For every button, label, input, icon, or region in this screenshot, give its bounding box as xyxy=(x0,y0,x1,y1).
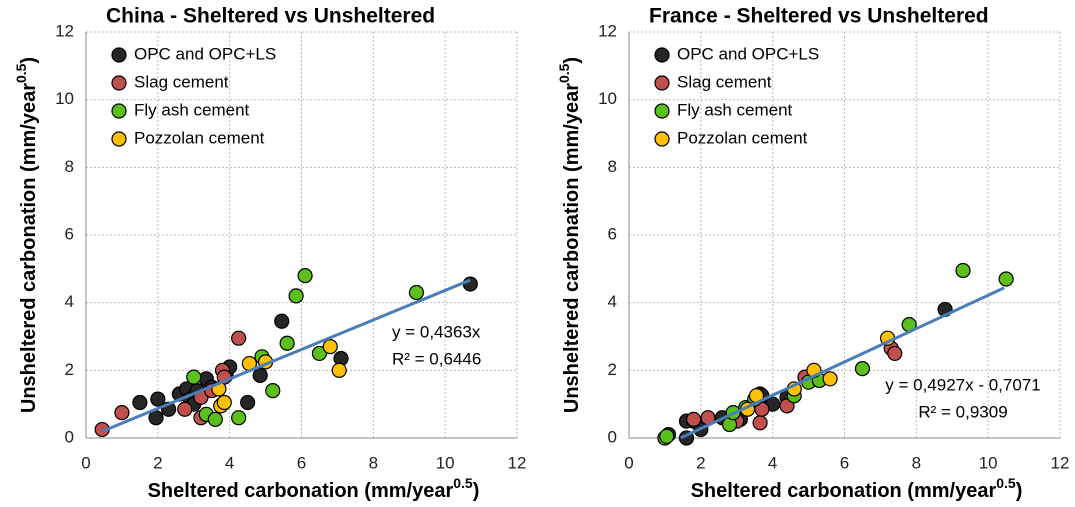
point xyxy=(822,371,838,387)
legend-marker xyxy=(111,47,127,63)
legend-label: Pozzolan cement xyxy=(677,128,808,147)
y-tick-label: 12 xyxy=(55,21,74,40)
point xyxy=(150,391,166,407)
point xyxy=(132,394,148,411)
annotation: R² = 0,6446 xyxy=(392,349,481,368)
legend-label: OPC and OPC+LS xyxy=(677,44,819,63)
y-tick-label: 2 xyxy=(65,360,74,379)
legend-label: Slag cement xyxy=(677,72,772,91)
point xyxy=(854,361,871,377)
point xyxy=(659,428,675,444)
point xyxy=(331,362,347,378)
x-tick-label: 10 xyxy=(436,453,455,472)
point xyxy=(322,339,338,355)
x-axis-title: Sheltered carbonation (mm/year0.5) xyxy=(691,475,1023,503)
x-tick-label: 8 xyxy=(912,453,921,472)
x-tick-label: 8 xyxy=(369,453,378,472)
legend-label: Slag cement xyxy=(134,72,229,91)
y-axis-title-sup: 0.5 xyxy=(556,63,572,83)
legend-label: Pozzolan cement xyxy=(134,128,265,147)
x-tick-label: 4 xyxy=(768,453,777,472)
point xyxy=(207,411,223,427)
y-tick-label: 0 xyxy=(65,427,74,446)
point xyxy=(311,345,328,362)
x-tick-label: 0 xyxy=(624,453,633,472)
legend-marker xyxy=(654,47,670,63)
point xyxy=(231,410,247,426)
point xyxy=(288,288,304,304)
y-tick-label: 6 xyxy=(608,224,617,243)
point xyxy=(686,411,702,427)
legend-marker xyxy=(654,75,670,91)
point xyxy=(887,345,903,362)
x-axis-title-end: ) xyxy=(1016,480,1023,502)
chart-title: China - Sheltered vs Unsheltered xyxy=(106,5,435,28)
y-axis-title-text: Unsheltered carbonation (mm/year xyxy=(561,83,583,413)
x-tick-label: 4 xyxy=(225,453,234,472)
y-axis-title-sup: 0.5 xyxy=(13,63,29,83)
x-tick-label: 12 xyxy=(1051,453,1070,472)
x-tick-label: 6 xyxy=(840,453,849,472)
trendline xyxy=(680,286,1005,440)
y-tick-label: 2 xyxy=(608,360,617,379)
x-axis-title-text: Sheltered carbonation (mm/year xyxy=(691,480,997,502)
x-axis-title-text: Sheltered carbonation (mm/year xyxy=(148,480,454,502)
y-tick-label: 8 xyxy=(608,157,617,176)
y-tick-label: 10 xyxy=(55,89,74,108)
point xyxy=(998,271,1014,287)
legend-marker xyxy=(654,103,670,119)
y-axis-title-end: ) xyxy=(18,57,40,64)
x-tick-label: 10 xyxy=(979,453,998,472)
point xyxy=(279,335,295,351)
point xyxy=(297,268,313,284)
y-tick-label: 4 xyxy=(65,292,74,311)
y-axis-title-end: ) xyxy=(561,57,583,64)
legend-marker xyxy=(111,75,127,91)
y-axis-title-text: Unsheltered carbonation (mm/year xyxy=(18,83,40,413)
trendline xyxy=(101,278,471,433)
point xyxy=(231,330,247,346)
point xyxy=(216,394,232,411)
x-tick-label: 2 xyxy=(153,453,162,472)
point xyxy=(177,401,193,417)
x-axis-title: Sheltered carbonation (mm/year0.5) xyxy=(148,475,480,503)
legend-marker xyxy=(111,103,127,119)
y-tick-label: 10 xyxy=(598,89,617,108)
legend-marker xyxy=(111,131,127,147)
x-tick-label: 6 xyxy=(297,453,306,472)
chart-title: France - Sheltered vs Unsheltered xyxy=(649,5,989,28)
point xyxy=(462,276,478,292)
y-tick-label: 0 xyxy=(608,427,617,446)
point xyxy=(265,383,281,399)
y-tick-label: 8 xyxy=(65,157,74,176)
x-tick-label: 2 xyxy=(696,453,705,472)
annotation: R² = 0,9309 xyxy=(918,402,1007,421)
point xyxy=(779,398,795,414)
y-axis-title: Unsheltered carbonation (mm/year0.5) xyxy=(13,57,41,413)
point xyxy=(955,262,971,279)
legend-label: Fly ash cement xyxy=(134,100,250,119)
point xyxy=(114,405,130,421)
y-tick-label: 12 xyxy=(598,21,617,40)
point xyxy=(240,394,256,411)
legend-label: Fly ash cement xyxy=(677,100,793,119)
y-axis-title: Unsheltered carbonation (mm/year0.5) xyxy=(556,57,584,413)
annotation: y = 0,4927x - 0,7071 xyxy=(885,375,1040,394)
y-tick-label: 6 xyxy=(65,224,74,243)
x-axis-title-sup: 0.5 xyxy=(996,475,1016,491)
x-tick-label: 0 xyxy=(81,453,90,472)
y-tick-label: 4 xyxy=(608,292,617,311)
point xyxy=(186,369,202,385)
x-axis-title-sup: 0.5 xyxy=(453,475,473,491)
point xyxy=(252,367,268,384)
point xyxy=(752,415,768,431)
point xyxy=(408,284,425,301)
annotation: y = 0,4363x xyxy=(392,322,481,341)
point xyxy=(274,313,290,329)
x-tick-label: 12 xyxy=(508,453,527,472)
legend-label: OPC and OPC+LS xyxy=(134,44,276,63)
legend-marker xyxy=(654,131,670,147)
x-axis-title-end: ) xyxy=(473,480,480,502)
